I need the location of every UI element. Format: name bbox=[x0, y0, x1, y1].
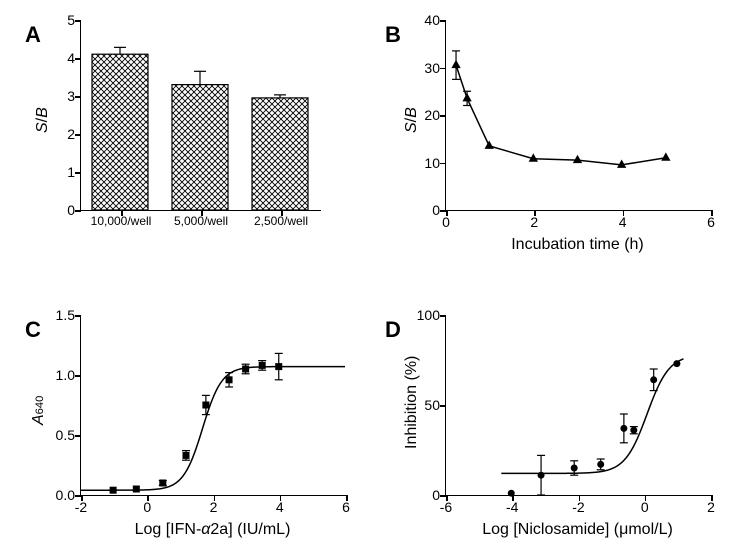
ytick-label: 0.0 bbox=[56, 487, 75, 503]
xtick-label: 2 bbox=[707, 499, 715, 515]
panelD-xtitle: Log [Niclosamide] (μmol/L) bbox=[445, 521, 710, 539]
marker-circle bbox=[620, 425, 627, 432]
panelD-svg bbox=[445, 315, 712, 497]
marker-square bbox=[226, 376, 233, 383]
ytick-label: 30 bbox=[424, 60, 440, 76]
bar bbox=[252, 98, 308, 210]
ytick-label: 10 bbox=[424, 155, 440, 171]
marker-square bbox=[259, 362, 266, 369]
xtick-label: 0 bbox=[143, 499, 151, 515]
panel-label-B: B bbox=[385, 22, 401, 48]
panel-label-D: D bbox=[385, 317, 401, 343]
ytick-label: 5 bbox=[67, 12, 75, 28]
figure: 01234510,000/well5,000/well2,500/wellAS/… bbox=[0, 0, 755, 557]
marker-circle bbox=[538, 472, 545, 479]
marker-square bbox=[183, 452, 190, 459]
panelB-xtitle: Incubation time (h) bbox=[445, 236, 710, 254]
marker-circle bbox=[630, 427, 637, 434]
ytick-label: 50 bbox=[424, 397, 440, 413]
xtick-label: 5,000/well bbox=[174, 214, 228, 228]
marker-square bbox=[242, 366, 249, 373]
ytick-label: 1.5 bbox=[56, 307, 75, 323]
line-series bbox=[456, 65, 666, 165]
xtick-label: -6 bbox=[440, 499, 452, 515]
panel-label-C: C bbox=[25, 317, 41, 343]
marker-square bbox=[159, 480, 166, 487]
xtick-label: -4 bbox=[506, 499, 518, 515]
marker-triangle bbox=[573, 155, 582, 163]
marker-square bbox=[133, 486, 140, 493]
ytick-label: 100 bbox=[417, 307, 440, 323]
ytick-label: 20 bbox=[424, 107, 440, 123]
marker-square bbox=[275, 363, 282, 370]
xtick-label: 10,000/well bbox=[91, 214, 152, 228]
fit-curve bbox=[501, 359, 683, 474]
bar bbox=[92, 54, 148, 210]
panelD-ytitle: Inhibition (%) bbox=[403, 356, 421, 449]
ytick-label: 1 bbox=[67, 164, 75, 180]
bar bbox=[172, 85, 228, 210]
xtick-label: 6 bbox=[342, 499, 350, 515]
ytick-label: 0 bbox=[67, 202, 75, 218]
panelA-svg bbox=[80, 20, 322, 212]
ytick-label: 3 bbox=[67, 88, 75, 104]
panelA-plot: 01234510,000/well5,000/well2,500/well bbox=[80, 20, 320, 210]
xtick-label: -2 bbox=[75, 499, 87, 515]
panelB-svg bbox=[445, 20, 712, 212]
marker-square bbox=[110, 487, 117, 494]
marker-triangle bbox=[485, 140, 494, 148]
panelB-ytitle: S/B bbox=[403, 107, 421, 133]
panelC-xtitle: Log [IFN-α2a] (IU/mL) bbox=[80, 521, 345, 539]
xtick-label: 4 bbox=[619, 214, 627, 230]
xtick-label: 6 bbox=[707, 214, 715, 230]
xtick-label: 2,500/well bbox=[254, 214, 308, 228]
panel-label-A: A bbox=[25, 22, 41, 48]
xtick-label: 2 bbox=[210, 499, 218, 515]
panelD-plot: 050100-6-4-202 bbox=[445, 315, 710, 495]
ytick-label: 40 bbox=[424, 12, 440, 28]
marker-circle bbox=[508, 490, 515, 497]
xtick-label: 0 bbox=[641, 499, 649, 515]
panelC-svg bbox=[80, 315, 347, 497]
marker-circle bbox=[571, 465, 578, 472]
fit-curve bbox=[80, 367, 345, 491]
marker-triangle bbox=[462, 93, 471, 101]
ytick-label: 1.0 bbox=[56, 367, 75, 383]
xtick-label: 4 bbox=[276, 499, 284, 515]
ytick-label: 4 bbox=[67, 50, 75, 66]
xtick-label: -2 bbox=[572, 499, 584, 515]
marker-square bbox=[202, 402, 209, 409]
marker-triangle bbox=[451, 60, 460, 68]
xtick-label: 2 bbox=[530, 214, 538, 230]
marker-circle bbox=[673, 360, 680, 367]
marker-circle bbox=[650, 376, 657, 383]
marker-circle bbox=[597, 461, 604, 468]
panelB-plot: 0102030400246 bbox=[445, 20, 710, 210]
ytick-label: 0.5 bbox=[56, 427, 75, 443]
ytick-label: 0 bbox=[432, 202, 440, 218]
panelA-ytitle: S/B bbox=[34, 107, 52, 133]
panelC-plot: 0.00.51.01.5-20246 bbox=[80, 315, 345, 495]
xtick-label: 0 bbox=[442, 214, 450, 230]
marker-triangle bbox=[661, 152, 670, 160]
ytick-label: 2 bbox=[67, 126, 75, 142]
panelC-ytitle: A640 bbox=[30, 396, 48, 425]
